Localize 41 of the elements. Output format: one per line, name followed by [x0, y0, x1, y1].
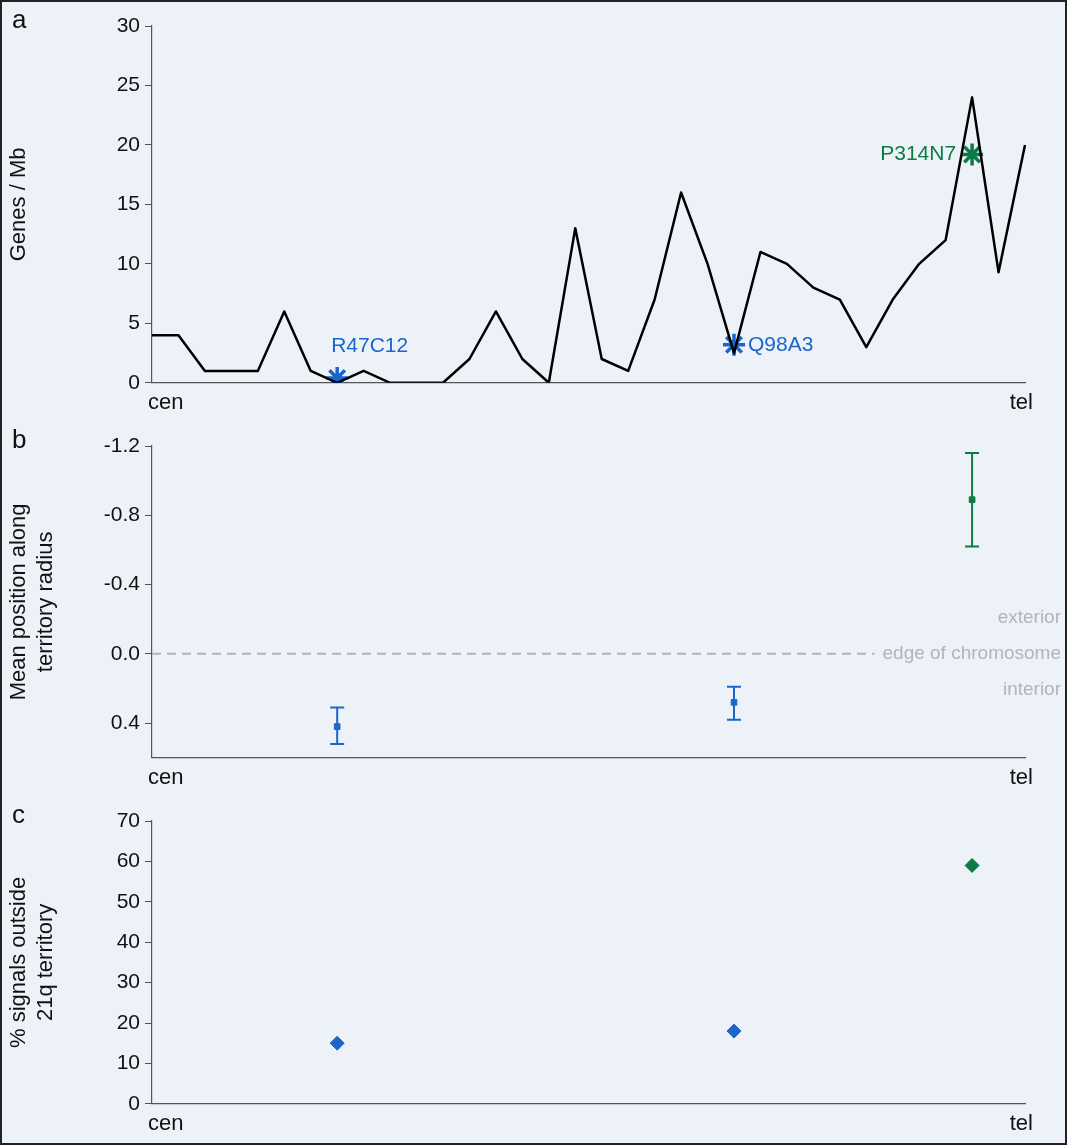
- y-tick-label: 0.4: [110, 709, 141, 733]
- y-tick-label: 50: [116, 888, 140, 912]
- y-tick-label: -0.8: [103, 502, 140, 526]
- annotation: exterior: [997, 606, 1062, 628]
- point: [329, 1035, 345, 1051]
- text: tel: [1009, 763, 1033, 789]
- y-axis-title: Genes / Mb: [5, 147, 31, 262]
- y-tick-label: 25: [116, 72, 140, 96]
- y-tick-label: 70: [116, 807, 140, 831]
- y-tick-label: -0.4: [103, 571, 141, 595]
- y-tick-label: 5: [128, 310, 140, 334]
- y-axis-title: Mean position along territory radius: [5, 503, 57, 701]
- y-tick-label: 60: [116, 848, 140, 872]
- annotation: interior: [1002, 678, 1062, 700]
- ref-line-label: edge of chromosome: [882, 642, 1061, 664]
- y-tick-label: 30: [116, 969, 140, 993]
- y-axis-title: % signals outside 21q territory: [5, 876, 57, 1049]
- point: [964, 857, 980, 873]
- y-tick-label: 10: [116, 250, 140, 274]
- series-label: R47C12: [331, 332, 409, 356]
- chart-title: a: [12, 4, 27, 35]
- y-tick-label: 0: [128, 369, 140, 393]
- point: [726, 1023, 742, 1039]
- y-tick-label: 20: [116, 1009, 140, 1033]
- y-tick-label: 15: [116, 191, 140, 215]
- y-tick-label: 30: [116, 12, 140, 36]
- text: cen: [148, 1109, 184, 1135]
- y-tick-label: -1.2: [103, 432, 140, 456]
- series-label: P314N7: [880, 141, 957, 165]
- y-tick-label: 10: [116, 1050, 140, 1074]
- chart-title: c: [12, 799, 25, 830]
- text: tel: [1009, 388, 1033, 414]
- legend-label: Q98A3: [748, 331, 814, 355]
- y-tick-label: 0: [128, 1090, 140, 1114]
- y-tick-label: 40: [116, 929, 140, 952]
- text: tel: [1009, 1109, 1033, 1135]
- y-tick-label: 0.0: [110, 640, 140, 664]
- chart-title: b: [12, 424, 27, 455]
- text: cen: [148, 763, 184, 789]
- y-tick-label: 20: [116, 131, 140, 155]
- text: cen: [148, 388, 184, 414]
